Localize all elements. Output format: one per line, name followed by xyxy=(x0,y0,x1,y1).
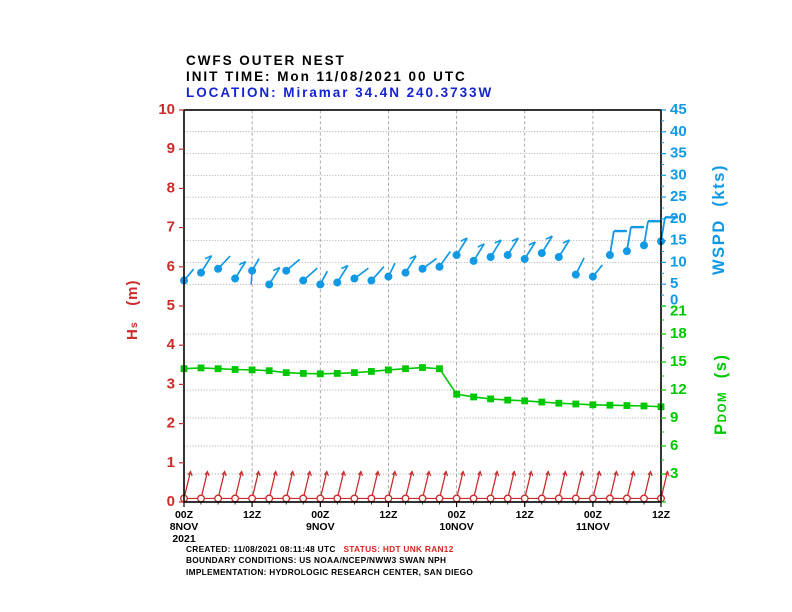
svg-text:9: 9 xyxy=(670,409,678,426)
svg-text:1: 1 xyxy=(167,454,175,471)
svg-text:12Z: 12Z xyxy=(652,509,671,521)
svg-text:8NOV: 8NOV xyxy=(170,521,199,533)
svg-text:9: 9 xyxy=(167,140,175,157)
svg-text:00Z: 00Z xyxy=(584,509,603,521)
svg-text:10: 10 xyxy=(158,101,175,118)
svg-text:30: 30 xyxy=(670,166,687,183)
svg-text:40: 40 xyxy=(670,123,687,140)
svg-text:6: 6 xyxy=(670,437,678,454)
svg-text:15: 15 xyxy=(670,232,687,249)
svg-text:00Z: 00Z xyxy=(311,509,330,521)
svg-text:12Z: 12Z xyxy=(516,509,535,521)
svg-text:25: 25 xyxy=(670,188,687,205)
svg-text:12Z: 12Z xyxy=(379,509,398,521)
svg-text:3: 3 xyxy=(167,375,175,392)
svg-text:11NOV: 11NOV xyxy=(576,521,610,533)
svg-text:20: 20 xyxy=(670,210,687,227)
svg-text:10: 10 xyxy=(670,253,687,270)
svg-text:8: 8 xyxy=(167,179,175,196)
svg-text:21: 21 xyxy=(670,303,687,320)
svg-text:12: 12 xyxy=(670,381,687,398)
svg-text:6: 6 xyxy=(167,258,175,275)
svg-text:5: 5 xyxy=(670,275,678,292)
svg-text:9NOV: 9NOV xyxy=(306,521,335,533)
svg-text:18: 18 xyxy=(670,325,687,342)
svg-text:45: 45 xyxy=(670,101,687,118)
svg-text:0: 0 xyxy=(167,493,175,510)
svg-text:35: 35 xyxy=(670,145,687,162)
svg-text:4: 4 xyxy=(167,336,176,353)
svg-text:3: 3 xyxy=(670,465,678,482)
svg-text:5: 5 xyxy=(167,297,175,314)
svg-text:10NOV: 10NOV xyxy=(439,521,473,533)
svg-text:00Z: 00Z xyxy=(448,509,467,521)
svg-text:2: 2 xyxy=(167,415,175,432)
svg-text:7: 7 xyxy=(167,219,175,236)
svg-text:12Z: 12Z xyxy=(243,509,262,521)
svg-text:15: 15 xyxy=(670,353,687,370)
svg-text:00Z: 00Z xyxy=(175,509,194,521)
